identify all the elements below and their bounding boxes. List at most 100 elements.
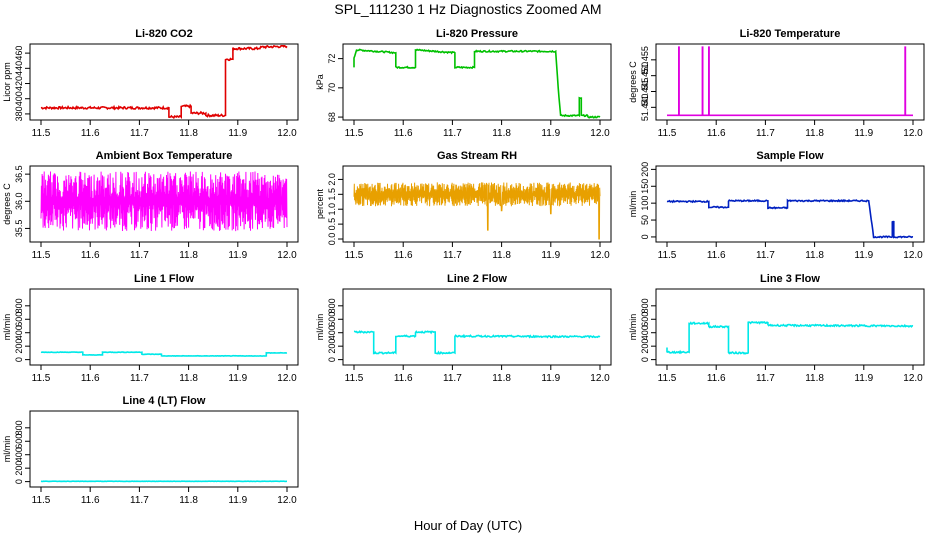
x-tick-label: 11.6 — [707, 128, 726, 139]
x-tick-label: 12.0 — [903, 250, 923, 261]
x-tick-label: 11.9 — [854, 373, 873, 384]
x-tick-label: 11.6 — [81, 128, 100, 139]
y-tick-label: 51.445 — [640, 78, 650, 106]
x-tick-label: 11.7 — [756, 373, 775, 384]
panel-title: Line 3 Flow — [760, 273, 820, 285]
y-tick-label: 200 — [14, 339, 24, 354]
x-tick-label: 11.7 — [130, 495, 149, 506]
y-axis-label: ml/min — [2, 314, 12, 341]
y-axis-label: ml/min — [628, 191, 638, 218]
panel-1: Li-820 CO2 Licor ppm 11.5 11.6 11.7 11.8 11.9 1… — [2, 28, 299, 139]
plot-frame — [342, 165, 612, 243]
x-tick-label: 12.0 — [590, 128, 610, 139]
x-tick-label: 11.5 — [32, 250, 51, 261]
panel-2: Li-820 Pressure kPa 11.5 11.6 11.7 11.8 11.9 12… — [315, 28, 612, 139]
y-tick-label: 400 — [14, 325, 24, 340]
x-tick-label: 11.5 — [32, 495, 51, 506]
x-tick-label: 11.5 — [32, 373, 51, 384]
x-tick-label: 11.7 — [443, 250, 462, 261]
y-tick-label: 0 — [640, 357, 650, 362]
x-tick-label: 11.5 — [345, 373, 364, 384]
x-tick-label: 11.6 — [707, 373, 726, 384]
y-tick-label: 400 — [640, 325, 650, 340]
plot-frame — [29, 410, 299, 488]
x-tick-label: 11.8 — [179, 128, 198, 139]
y-tick-label: 200 — [327, 339, 337, 354]
figure-title: SPL_111230 1 Hz Diagnostics Zoomed AM — [334, 1, 602, 17]
panel-10: Line 4 (LT) Flow ml/min 11.5 11.6 11.7 11.8 11… — [2, 395, 299, 506]
panel-7: Line 1 Flow ml/min 11.5 11.6 11.7 11.8 11.9 12.… — [2, 273, 299, 384]
x-tick-label: 11.8 — [805, 373, 824, 384]
plot-frame — [655, 288, 925, 366]
x-tick-label: 11.9 — [541, 373, 560, 384]
x-tick-label: 11.7 — [130, 373, 149, 384]
x-tick-label: 12.0 — [903, 128, 923, 139]
x-tick-label: 11.7 — [443, 373, 462, 384]
x-tick-label: 11.8 — [179, 250, 198, 261]
panel-title: Gas Stream RH — [437, 150, 517, 162]
y-tick-label: 51.455 — [640, 46, 650, 74]
y-tick-label: 72 — [327, 54, 337, 64]
y-tick-label: 0.5 — [327, 218, 337, 231]
data-series-line — [40, 351, 288, 357]
y-tick-label: 0 — [14, 357, 24, 362]
y-axis-label: degrees C — [628, 61, 638, 103]
x-tick-label: 11.6 — [81, 495, 100, 506]
y-tick-label: 420 — [14, 76, 24, 91]
x-tick-label: 11.7 — [756, 128, 775, 139]
panel-6: Sample Flow ml/min 11.5 11.6 11.7 11.8 11.9 12.… — [628, 150, 925, 261]
y-tick-label: 200 — [640, 162, 650, 177]
y-tick-label: 0.0 — [327, 233, 337, 246]
panel-title: Line 4 (LT) Flow — [123, 395, 206, 407]
x-tick-label: 12.0 — [277, 495, 297, 506]
x-tick-label: 11.9 — [228, 495, 247, 506]
y-axis-label: ml/min — [628, 314, 638, 341]
panel-3: Li-820 Temperature degrees C 11.5 11.6 11.7 1… — [628, 28, 925, 139]
x-tick-label: 12.0 — [277, 128, 297, 139]
x-tick-label: 11.8 — [805, 128, 824, 139]
y-tick-label: 600 — [14, 312, 24, 327]
x-tick-label: 11.7 — [130, 128, 149, 139]
x-tick-label: 12.0 — [903, 373, 923, 384]
x-tick-label: 11.8 — [179, 373, 198, 384]
x-tick-label: 11.5 — [345, 250, 364, 261]
x-tick-label: 11.6 — [81, 250, 100, 261]
x-tick-label: 12.0 — [590, 250, 610, 261]
x-tick-label: 11.7 — [756, 250, 775, 261]
y-tick-label: 51.450 — [640, 62, 650, 90]
panel-4: Ambient Box Temperature degrees C 11.5 11.6… — [2, 150, 299, 261]
x-tick-label: 11.7 — [443, 128, 462, 139]
y-tick-label: 800 — [14, 298, 24, 313]
y-tick-label: 380 — [14, 106, 24, 121]
data-series-line — [353, 330, 601, 355]
y-tick-label: 51.440 — [640, 94, 650, 122]
y-tick-label: 100 — [640, 196, 650, 211]
x-tick-label: 11.8 — [492, 128, 511, 139]
y-axis-label: ml/min — [315, 314, 325, 341]
y-axis-label: percent — [315, 188, 325, 219]
y-axis-label: Licor ppm — [2, 62, 12, 102]
plot-frame — [29, 165, 299, 243]
y-tick-label: 36.5 — [14, 165, 24, 183]
y-tick-label: 400 — [14, 447, 24, 462]
panel-5: Gas Stream RH percent 11.5 11.6 11.7 11.8 11.9… — [315, 150, 612, 261]
plot-frame — [655, 165, 925, 243]
y-tick-label: 800 — [14, 420, 24, 435]
panel-title: Li-820 CO2 — [135, 28, 192, 40]
y-tick-label: 2.0 — [327, 173, 337, 186]
x-tick-label: 11.6 — [394, 128, 413, 139]
x-tick-label: 11.9 — [854, 128, 873, 139]
x-tick-label: 12.0 — [590, 373, 610, 384]
plot-frame — [655, 43, 925, 121]
x-tick-label: 11.9 — [854, 250, 873, 261]
plot-frame — [342, 43, 612, 121]
y-tick-label: 800 — [327, 298, 337, 313]
y-tick-label: 0 — [327, 357, 337, 362]
x-tick-label: 11.6 — [81, 373, 100, 384]
y-tick-label: 800 — [640, 298, 650, 313]
data-series-line — [40, 171, 288, 232]
x-tick-label: 11.5 — [658, 128, 677, 139]
x-tick-label: 11.8 — [179, 495, 198, 506]
data-series-line — [353, 48, 601, 119]
plot-frame — [29, 43, 299, 121]
